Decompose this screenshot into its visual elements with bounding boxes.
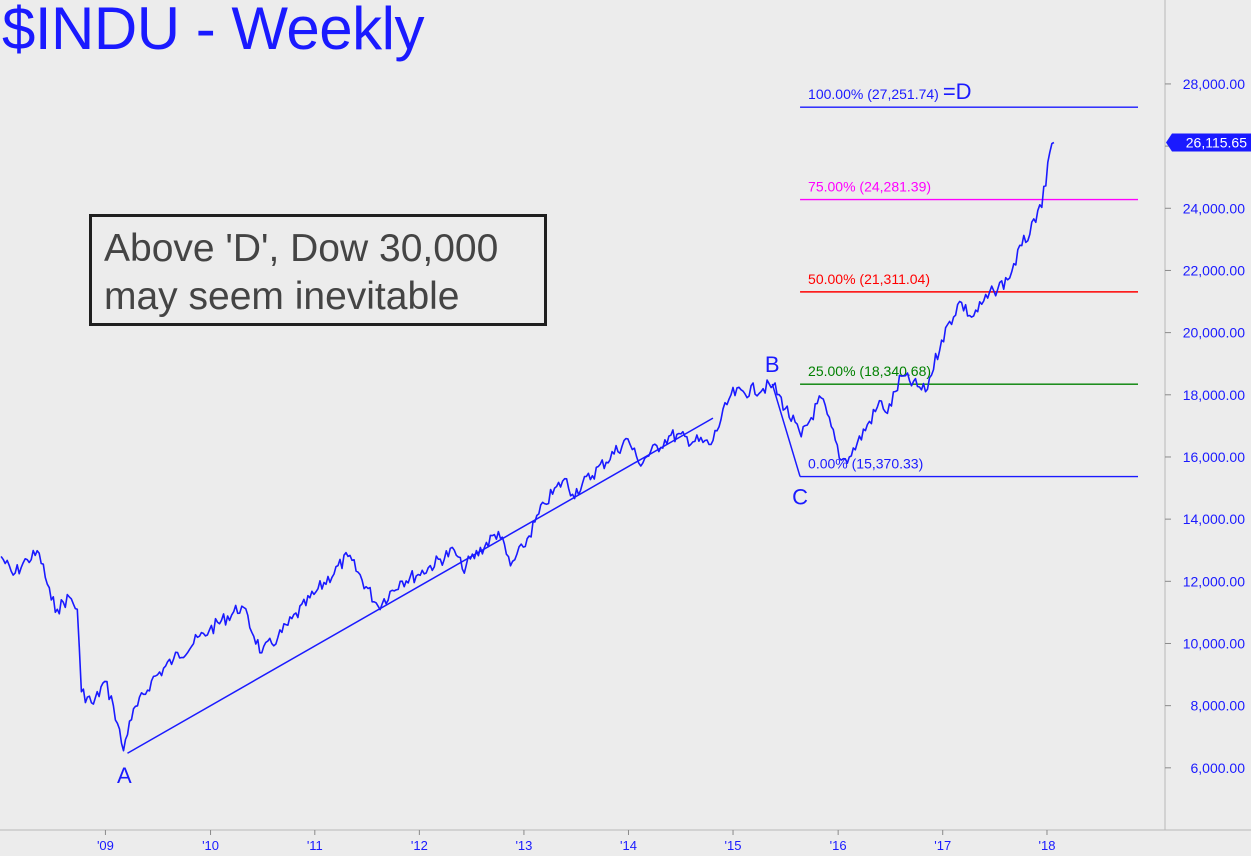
pattern-point-c: C xyxy=(792,485,808,510)
y-tick-label: 22,000.00 xyxy=(1183,262,1245,278)
annotation-box: Above 'D', Dow 30,000 may seem inevitabl… xyxy=(89,214,547,326)
bc-leg-line xyxy=(771,383,801,477)
y-tick-label: 16,000.00 xyxy=(1183,449,1245,465)
x-tick-label: '14 xyxy=(620,838,637,853)
y-tick-label: 20,000.00 xyxy=(1183,325,1245,341)
x-tick-label: '12 xyxy=(411,838,428,853)
pattern-point-b: B xyxy=(765,352,780,377)
y-tick-label: 8,000.00 xyxy=(1191,698,1246,714)
last-price-label: 26,115.65 xyxy=(1186,135,1247,151)
x-tick-label: '16 xyxy=(830,838,847,853)
fib-level-label: 50.00% (21,311.04) xyxy=(808,271,930,287)
trendline xyxy=(127,417,714,754)
annotation-line-1: Above 'D', Dow 30,000 xyxy=(104,227,499,270)
y-tick-label: 28,000.00 xyxy=(1183,76,1245,92)
pattern-point-a: A xyxy=(117,763,132,788)
x-tick-label: '13 xyxy=(515,838,532,853)
fib-level-label: 25.00% (18,340.68) xyxy=(808,363,931,379)
y-tick-label: 6,000.00 xyxy=(1191,760,1246,776)
y-tick-label: 12,000.00 xyxy=(1183,573,1245,589)
x-tick-label: '15 xyxy=(725,838,742,853)
fib-level-label: 75.00% (24,281.39) xyxy=(808,179,931,195)
y-tick-label: 18,000.00 xyxy=(1183,387,1245,403)
y-tick-label: 24,000.00 xyxy=(1183,200,1245,216)
x-tick-label: '09 xyxy=(97,838,114,853)
x-tick-label: '18 xyxy=(1039,838,1056,853)
annotation-line-2: may seem inevitable xyxy=(104,275,460,318)
chart-title: $INDU - Weekly xyxy=(2,0,424,62)
price-line xyxy=(0,141,1055,752)
y-tick-label: 10,000.00 xyxy=(1183,635,1245,651)
x-tick-label: '11 xyxy=(307,838,323,853)
x-tick-label: '10 xyxy=(202,838,219,853)
x-tick-label: '17 xyxy=(934,838,951,853)
fib-level-label: 100.00% (27,251.74) =D xyxy=(808,79,972,104)
y-tick-label: 14,000.00 xyxy=(1183,511,1245,527)
last-price-tag xyxy=(1166,133,1251,152)
fib-level-label: 0.00% (15,370.33) xyxy=(808,456,923,472)
